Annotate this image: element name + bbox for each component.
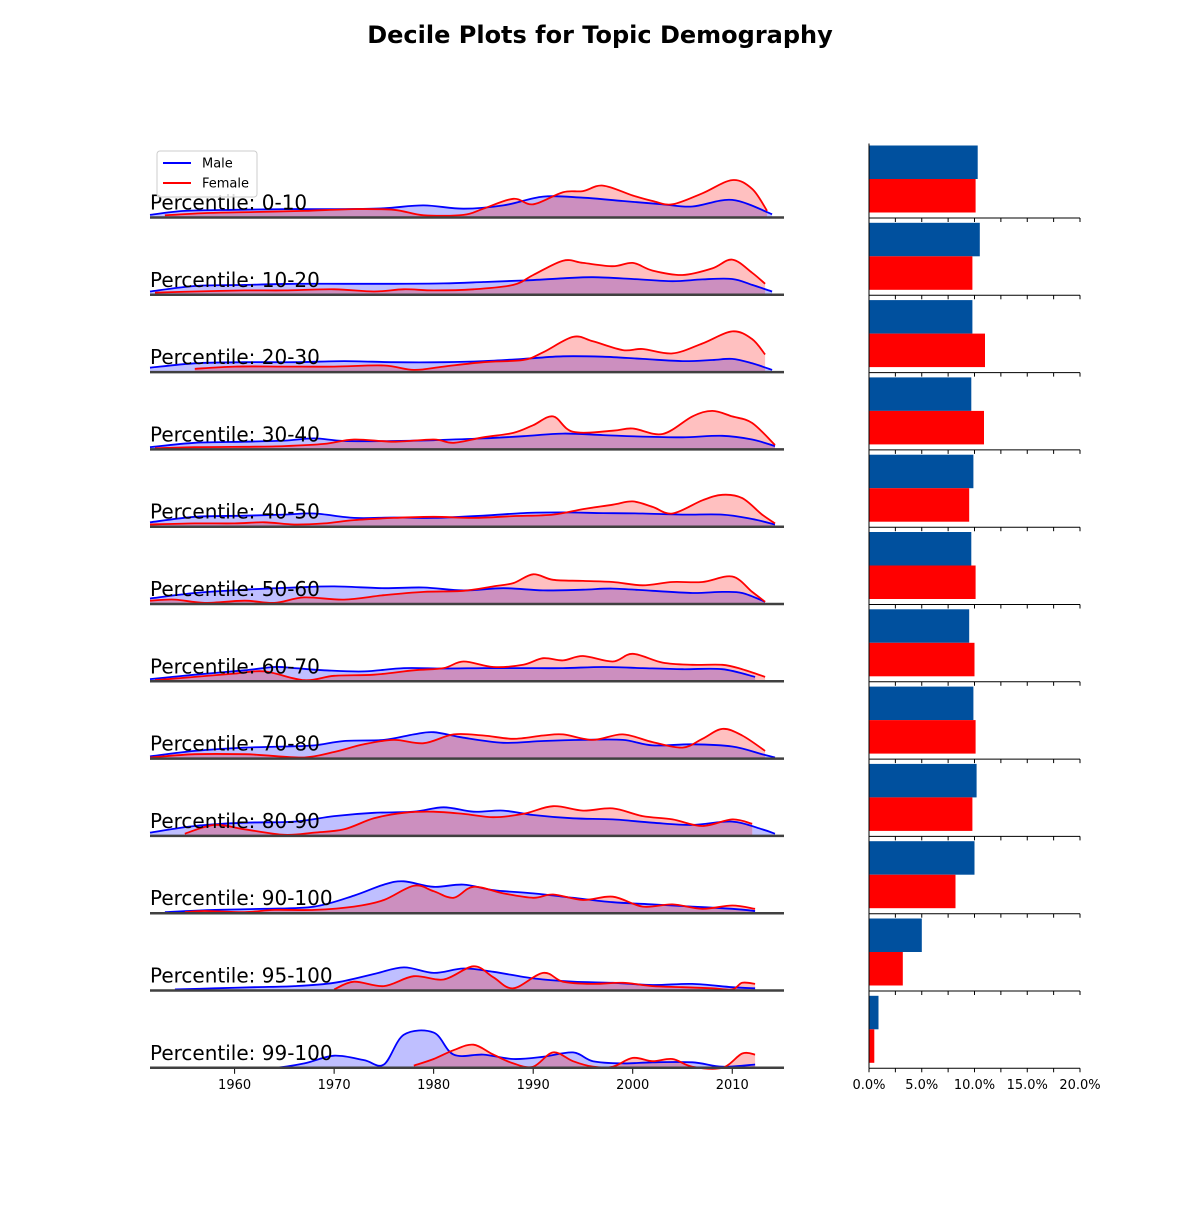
male-bar bbox=[869, 377, 972, 411]
male-bar bbox=[869, 222, 980, 257]
male-bar bbox=[869, 532, 972, 566]
axes-layer: 1960 1970 1980 1990 2000 2010 0.0% 5.0% 10.0% 15.… bbox=[218, 143, 1101, 1093]
female-bar bbox=[869, 256, 973, 290]
male-line bbox=[149, 511, 776, 526]
chart-title: Decile Plots for Topic Demography bbox=[367, 21, 833, 49]
male-bar bbox=[869, 763, 977, 798]
female-bar bbox=[869, 410, 984, 445]
decile-row-4: Percentile: 30-40 bbox=[149, 377, 1081, 454]
decile-row-8: Percentile: 70-80 bbox=[149, 686, 1081, 764]
male-line bbox=[149, 355, 773, 371]
year-tick-label: 2000 bbox=[616, 1078, 649, 1093]
decile-row-6: Percentile: 50-60 bbox=[149, 532, 1081, 609]
percent-tick-label: 0.0% bbox=[852, 1078, 885, 1093]
overlap-area bbox=[164, 196, 768, 218]
female-bar bbox=[869, 952, 903, 986]
male-bar bbox=[869, 918, 922, 952]
female-line bbox=[164, 179, 768, 217]
row-label: Percentile: 10-20 bbox=[150, 268, 320, 292]
male-bar bbox=[869, 300, 973, 334]
female-line bbox=[194, 330, 766, 371]
male-bar bbox=[869, 145, 978, 179]
percent-tick-label: 10.0% bbox=[954, 1078, 995, 1093]
female-bar bbox=[869, 874, 956, 909]
year-tick-label: 1980 bbox=[417, 1078, 450, 1093]
row-label: Percentile: 40-50 bbox=[150, 500, 320, 524]
male-line bbox=[234, 1029, 756, 1069]
overlap-area bbox=[184, 885, 756, 914]
female-bar bbox=[869, 333, 985, 368]
row-label: Percentile: 90-100 bbox=[150, 886, 333, 910]
male-bar bbox=[869, 686, 974, 721]
female-line bbox=[149, 573, 766, 604]
decile-row-1: Percentile: 0-10 bbox=[149, 145, 1081, 222]
decile-row-3: Percentile: 20-30 bbox=[149, 300, 1081, 377]
female-bar bbox=[869, 488, 970, 522]
rows-layer: Percentile: 0-10 Percentile: 10-20 Percent… bbox=[149, 145, 1081, 1073]
decile-row-2: Percentile: 10-20 bbox=[149, 222, 1081, 300]
male-line bbox=[174, 966, 756, 991]
female-line bbox=[149, 493, 776, 526]
row-label: Percentile: 20-30 bbox=[150, 345, 320, 369]
female-bar bbox=[869, 720, 976, 754]
overlap-area bbox=[150, 586, 766, 604]
year-tick-label: 1960 bbox=[218, 1078, 251, 1093]
female-line bbox=[154, 258, 766, 294]
legend-female-label: Female bbox=[202, 177, 249, 192]
male-line bbox=[149, 432, 776, 449]
overlap-area bbox=[155, 277, 766, 295]
row-label: Percentile: 99-100 bbox=[150, 1041, 333, 1065]
row-label: Percentile: 30-40 bbox=[150, 422, 320, 446]
female-bar bbox=[869, 179, 976, 213]
legend-male-label: Male bbox=[202, 157, 233, 172]
row-label: Percentile: 50-60 bbox=[150, 577, 320, 601]
year-tick-label: 1990 bbox=[517, 1078, 550, 1093]
row-label: Percentile: 95-100 bbox=[150, 964, 333, 988]
male-bar bbox=[869, 841, 975, 875]
female-bar bbox=[869, 1029, 875, 1063]
row-label: Percentile: 80-90 bbox=[150, 809, 320, 833]
percent-tick-label: 5.0% bbox=[905, 1078, 938, 1093]
decile-row-12: Percentile: 99-100 bbox=[150, 995, 1081, 1073]
female-bar bbox=[869, 642, 975, 677]
female-line bbox=[333, 965, 756, 991]
overlap-area bbox=[194, 356, 766, 373]
decile-row-11: Percentile: 95-100 bbox=[150, 918, 1081, 995]
legend: Male Female bbox=[156, 150, 258, 198]
female-bar bbox=[869, 565, 976, 599]
female-line bbox=[149, 727, 766, 759]
female-line bbox=[154, 652, 766, 682]
percent-tick-label: 20.0% bbox=[1059, 1078, 1100, 1093]
male-bar bbox=[869, 609, 970, 643]
female-bar bbox=[869, 797, 973, 831]
decile-row-10: Percentile: 90-100 bbox=[150, 841, 1081, 918]
male-line bbox=[149, 585, 766, 603]
female-line bbox=[184, 884, 756, 914]
percent-tick-label: 15.0% bbox=[1007, 1078, 1048, 1093]
overlap-area bbox=[155, 433, 775, 450]
male-bar bbox=[869, 454, 974, 489]
overlap-area bbox=[150, 512, 775, 527]
year-tick-label: 1970 bbox=[318, 1078, 351, 1093]
year-tick-label: 2010 bbox=[716, 1078, 749, 1093]
decile-row-5: Percentile: 40-50 bbox=[149, 454, 1081, 532]
female-line bbox=[154, 409, 776, 450]
row-label: Percentile: 70-80 bbox=[150, 732, 320, 756]
male-bar bbox=[869, 995, 879, 1030]
row-label: Percentile: 60-70 bbox=[150, 654, 320, 678]
decile-row-7: Percentile: 60-70 bbox=[149, 609, 1081, 686]
decile-row-9: Percentile: 80-90 bbox=[149, 763, 1081, 841]
